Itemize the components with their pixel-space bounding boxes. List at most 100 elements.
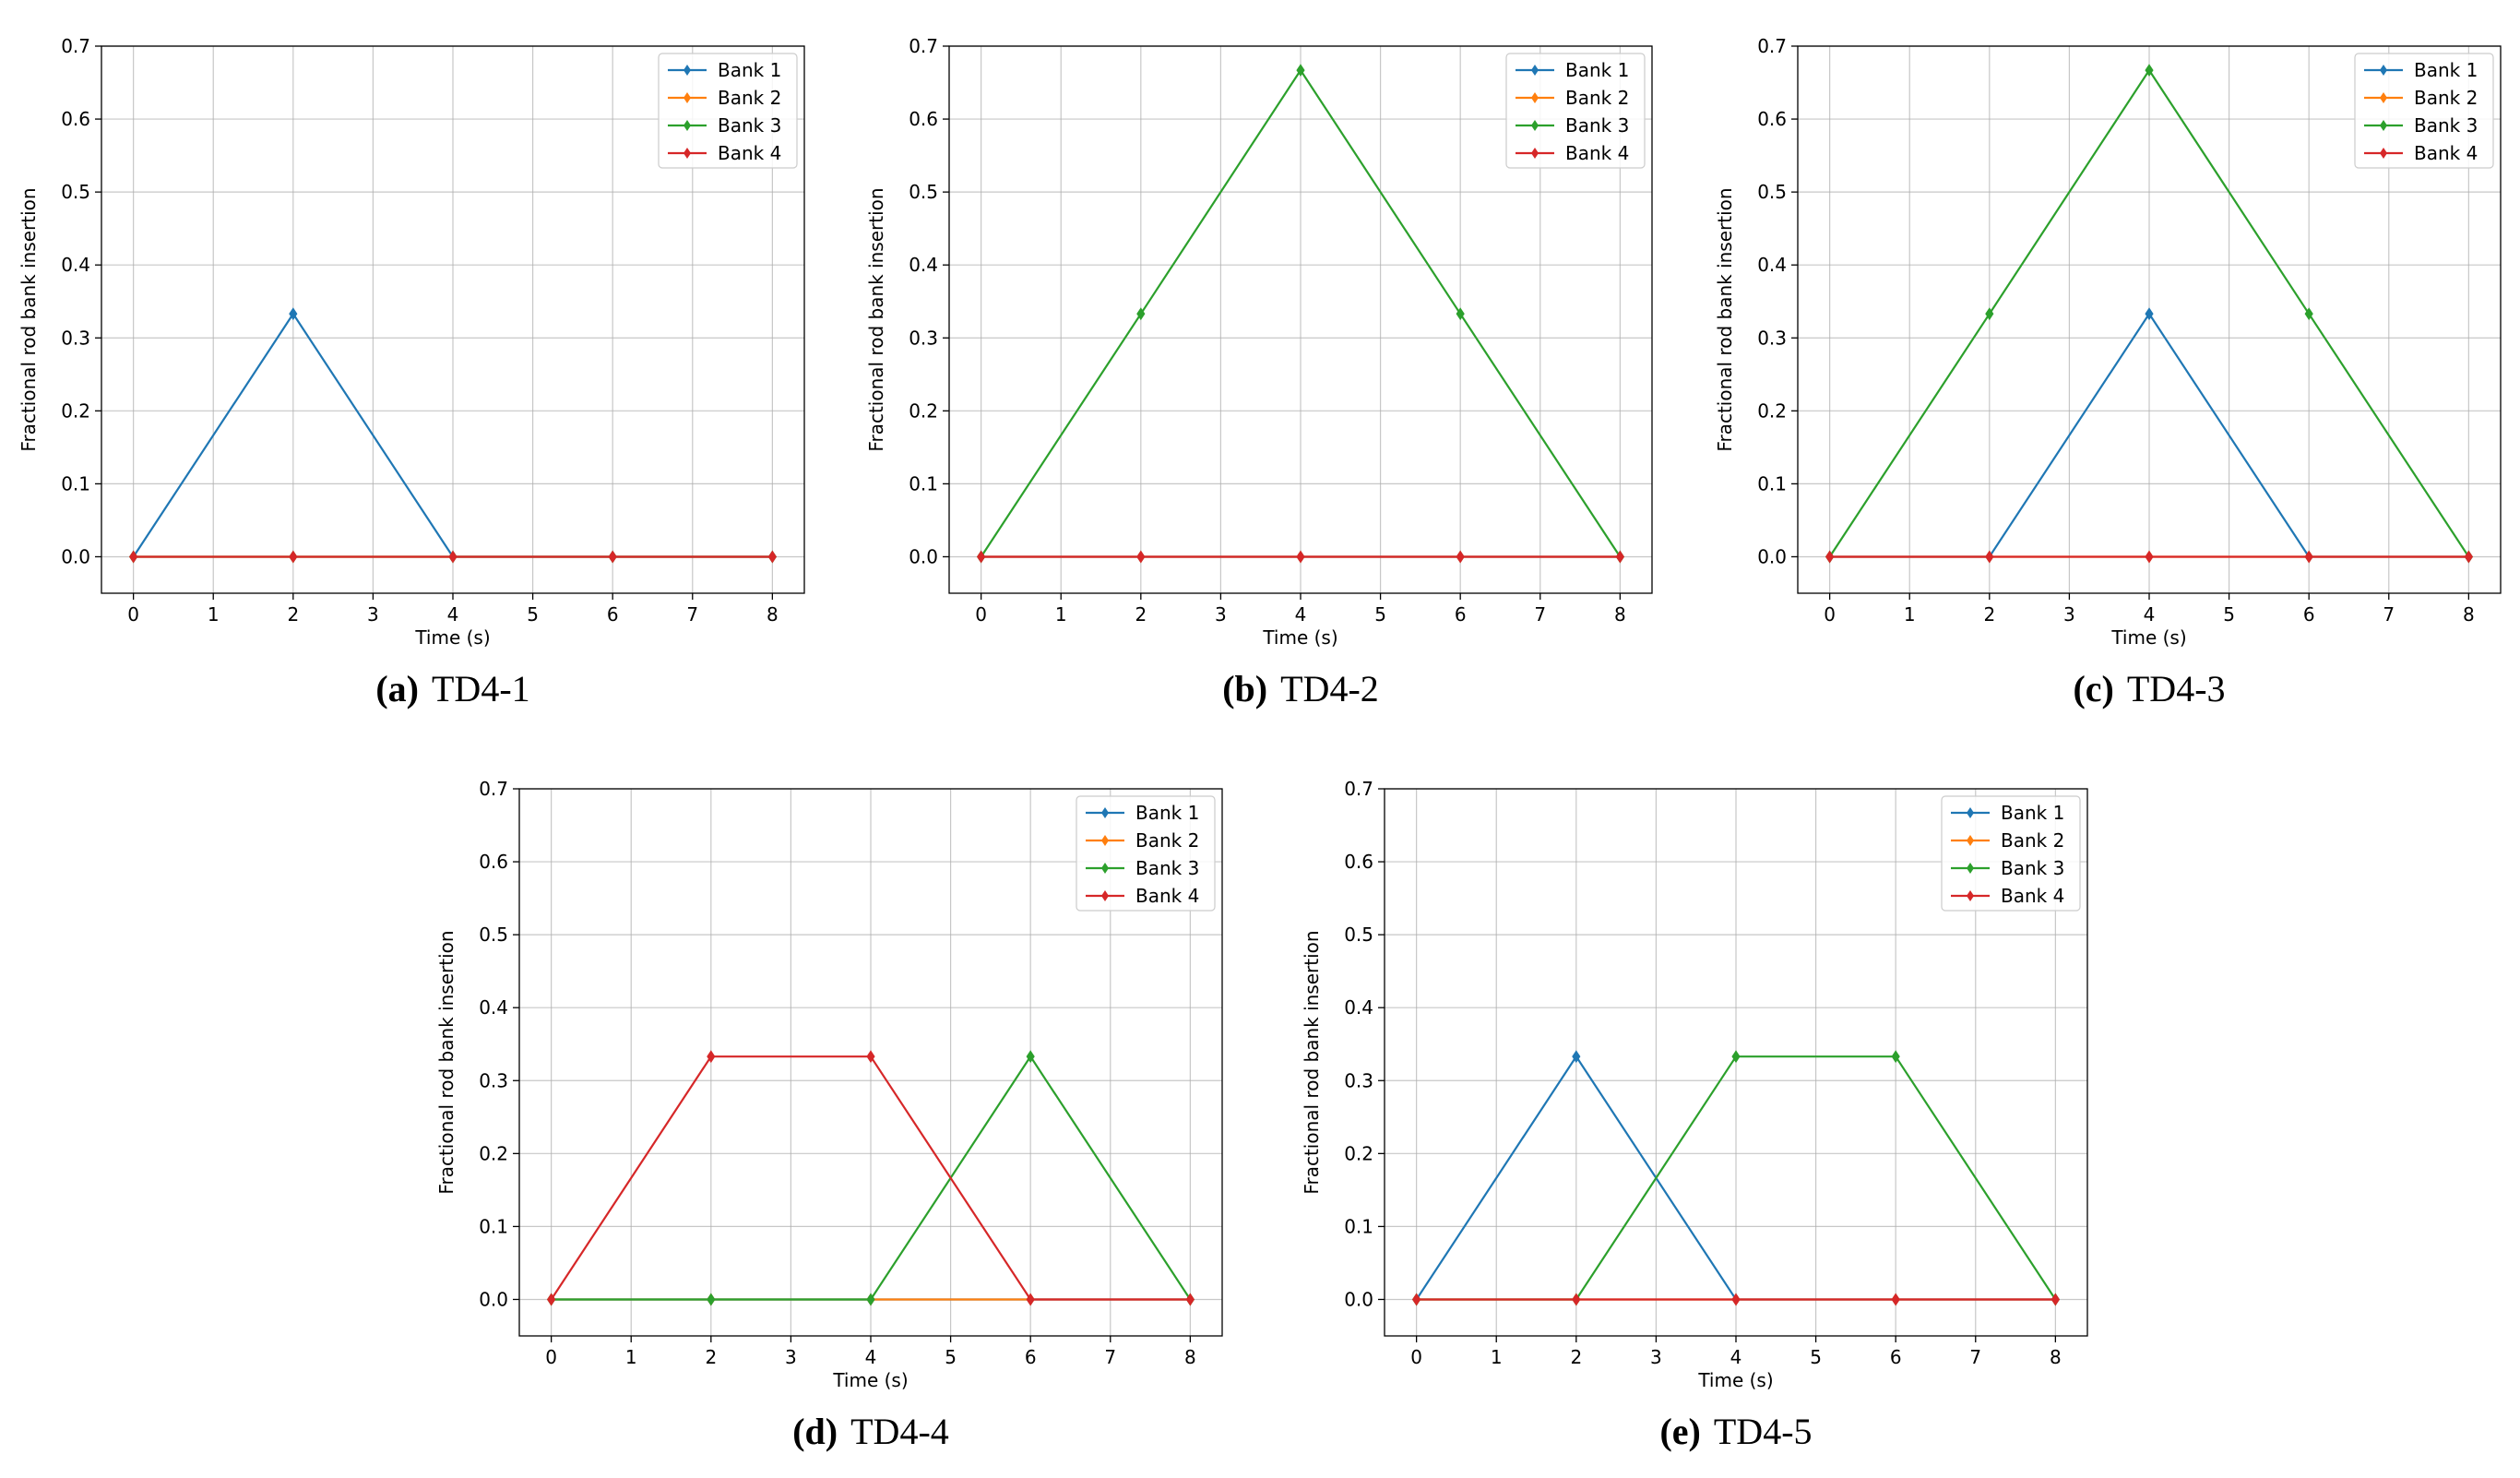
x-tick-label: 4 [447, 603, 459, 626]
legend-label: Bank 4 [2001, 885, 2064, 907]
y-axis-label: Fractional rod bank insertion [18, 187, 40, 451]
x-tick-label: 8 [767, 603, 779, 626]
x-tick-label: 0 [975, 603, 987, 626]
data-point [1825, 550, 1835, 564]
legend-label: Bank 3 [1135, 857, 1199, 879]
legend-label: Bank 1 [1565, 59, 1629, 81]
legend-marker [2380, 120, 2387, 131]
legend-marker [1531, 148, 1539, 159]
legend-item: Bank 1 [1951, 802, 2064, 824]
legend-marker [1967, 807, 1974, 818]
data-point [129, 550, 138, 564]
chart-panel-5: 0 1 2 3 4 5 6 7 8 0.0 0.1 0.2 0.3 0.4 0.5 0.6 0.7 Time (s… [1301, 778, 2088, 1452]
x-tick-label: 4 [2144, 603, 2156, 626]
data-point [2304, 550, 2313, 564]
x-tick-label: 7 [1969, 1346, 1981, 1368]
caption-text: TD4-2 [1280, 668, 1379, 709]
y-tick-label: 0.2 [61, 399, 90, 422]
data-point [1572, 1293, 1581, 1306]
caption-text: TD4-1 [432, 668, 530, 709]
y-tick-label: 0.4 [479, 996, 508, 1019]
caption-text: TD4-4 [850, 1411, 949, 1452]
data-point [707, 1293, 716, 1306]
legend-item: Bank 4 [668, 142, 781, 164]
x-tick-label: 8 [2050, 1346, 2062, 1368]
legend: Bank 1 Bank 2 Bank 3 Bank 4 [1505, 53, 1646, 169]
x-tick-label: 4 [1295, 603, 1307, 626]
x-tick-label: 2 [1135, 603, 1147, 626]
panel-caption: (b) TD4-2 [1222, 668, 1379, 709]
caption-letter: (b) [1222, 668, 1267, 709]
chart-panel-4: 0 1 2 3 4 5 6 7 8 0.0 0.1 0.2 0.3 0.4 0.5 0.6 0.7 Time (s… [435, 778, 1223, 1452]
y-tick-label: 0.4 [1757, 254, 1787, 276]
panel-caption: (d) TD4-4 [792, 1411, 949, 1452]
legend: Bank 1 Bank 2 Bank 3 Bank 4 [1076, 795, 1216, 912]
legend-marker [2380, 148, 2387, 159]
caption-letter: (d) [792, 1411, 838, 1452]
x-tick-label: 2 [1570, 1346, 1582, 1368]
legend-item: Bank 2 [2364, 87, 2478, 109]
legend-marker [1101, 807, 1109, 818]
legend-marker [1531, 120, 1539, 131]
y-tick-label: 0.6 [909, 108, 938, 130]
plot-frame [1384, 788, 2088, 1337]
x-tick-label: 6 [1025, 1346, 1037, 1368]
y-axis-label: Fractional rod bank insertion [1714, 187, 1736, 451]
legend-item: Bank 2 [1516, 87, 1629, 109]
y-tick-label: 0.7 [1757, 35, 1787, 57]
x-tick-label: 2 [287, 603, 299, 626]
legend: Bank 1 Bank 2 Bank 3 Bank 4 [658, 53, 798, 169]
x-tick-label: 4 [1730, 1346, 1742, 1368]
data-point [1026, 1293, 1035, 1306]
y-tick-label: 0.0 [1757, 545, 1787, 567]
data-point [866, 1293, 875, 1306]
x-tick-label: 5 [1374, 603, 1386, 626]
legend-label: Bank 3 [718, 114, 781, 137]
x-tick-label: 6 [607, 603, 619, 626]
legend-item: Bank 4 [1516, 142, 1629, 164]
x-tick-label: 7 [1104, 1346, 1116, 1368]
y-tick-label: 0.5 [61, 181, 90, 203]
x-tick-label: 2 [705, 1346, 717, 1368]
panel-caption: (c) TD4-3 [2073, 668, 2225, 709]
legend-label: Bank 2 [1135, 829, 1199, 852]
legend-item: Bank 1 [668, 59, 781, 81]
y-tick-label: 0.5 [479, 924, 508, 946]
y-tick-label: 0.7 [1344, 778, 1373, 800]
x-tick-label: 6 [1890, 1346, 1902, 1368]
data-point [289, 550, 298, 564]
plot-frame [948, 45, 1653, 594]
data-point [2145, 550, 2154, 564]
y-axis-label: Fractional rod bank insertion [435, 930, 458, 1194]
x-axis-label: Time (s) [1697, 1369, 1773, 1391]
data-point [767, 550, 777, 564]
y-tick-label: 0.3 [1344, 1069, 1373, 1091]
legend-item: Bank 1 [1086, 802, 1199, 824]
legend-label: Bank 4 [2414, 142, 2478, 164]
y-tick-label: 0.4 [909, 254, 938, 276]
legend-label: Bank 2 [718, 87, 781, 109]
legend-marker [683, 92, 691, 103]
y-tick-label: 0.1 [1344, 1215, 1373, 1237]
legend-label: Bank 4 [718, 142, 781, 164]
y-tick-label: 0.0 [1344, 1288, 1373, 1310]
x-tick-label: 0 [1410, 1346, 1422, 1368]
data-point [977, 550, 986, 564]
x-tick-label: 6 [2303, 603, 2315, 626]
x-tick-label: 8 [1184, 1346, 1196, 1368]
y-tick-label: 0.5 [1344, 924, 1373, 946]
x-tick-label: 3 [785, 1346, 797, 1368]
data-point [1891, 1293, 1900, 1306]
legend-box [1941, 795, 2081, 912]
y-tick-label: 0.4 [1344, 996, 1373, 1019]
x-tick-label: 1 [625, 1346, 637, 1368]
y-tick-label: 0.2 [1344, 1142, 1373, 1164]
y-tick-label: 0.2 [909, 399, 938, 422]
legend-box [1076, 795, 1216, 912]
legend-label: Bank 1 [2414, 59, 2478, 81]
legend-box [658, 53, 798, 169]
legend-label: Bank 3 [1565, 114, 1629, 137]
legend: Bank 1 Bank 2 Bank 3 Bank 4 [1941, 795, 2081, 912]
legend-marker [1101, 890, 1109, 901]
